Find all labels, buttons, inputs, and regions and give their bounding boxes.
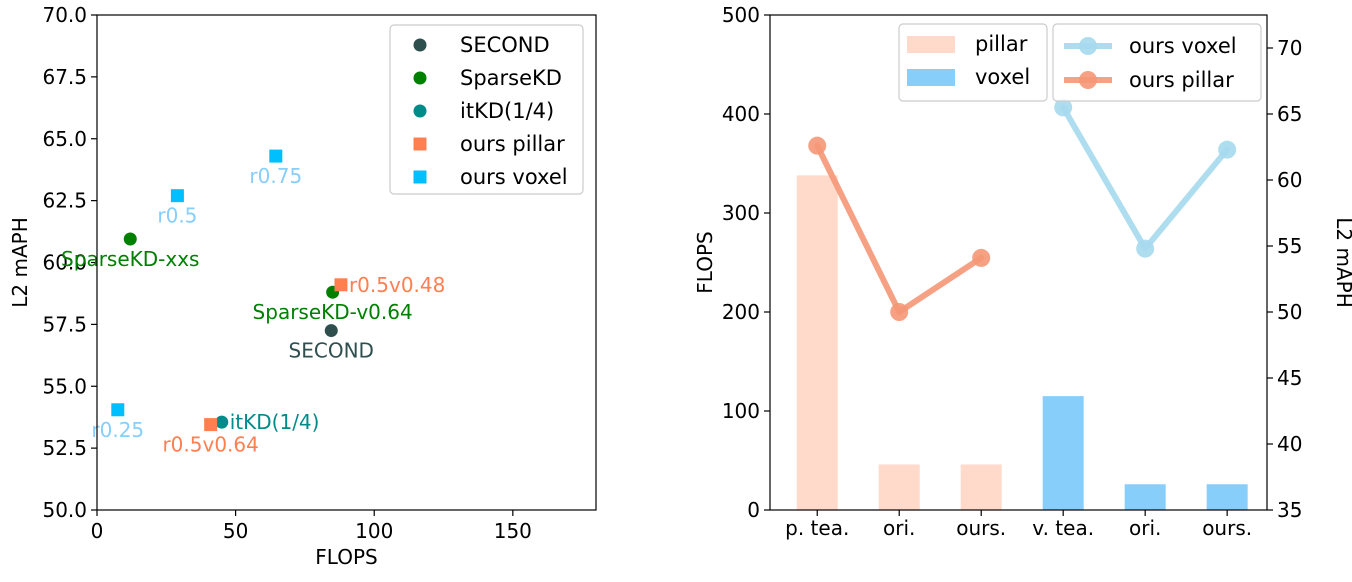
x-tick-label: 0: [91, 519, 104, 543]
scatter-point: [170, 189, 184, 203]
legend-marker: [413, 137, 427, 151]
legend-label: ours pillar: [1129, 68, 1234, 92]
x-tick-label: 150: [494, 519, 532, 543]
x-tick-label: 50: [223, 519, 248, 543]
y2-tick-label: 60: [1277, 168, 1302, 192]
scatter-point: [111, 403, 125, 417]
point-annotation: r0.5v0.64: [162, 433, 258, 457]
legend-marker: [413, 38, 427, 52]
legend-marker: [1079, 37, 1097, 55]
line-series: [814, 142, 985, 315]
line-point: [1218, 140, 1237, 159]
y-tick-label: 55.0: [42, 374, 87, 398]
legend-label: ours voxel: [460, 165, 568, 189]
point-annotation: itKD(1/4): [230, 410, 320, 434]
y-tick-label: 500: [722, 3, 760, 27]
category-label: ours.: [1202, 516, 1252, 540]
y-tick-label: 0: [747, 498, 760, 522]
category-label: p. tea.: [785, 516, 849, 540]
category-label: ours.: [956, 516, 1006, 540]
scatter-point: [215, 415, 229, 429]
y-tick-label: 52.5: [42, 436, 87, 460]
category-label: ori.: [1129, 516, 1161, 540]
legend-label: pillar: [975, 32, 1028, 56]
legend-swatch: [907, 69, 955, 86]
bar: [796, 175, 838, 510]
y-axis-label: FLOPS: [693, 231, 717, 293]
category-label: ori.: [883, 516, 915, 540]
y-axis-label: L2 mAPH: [8, 217, 32, 308]
y-tick-label: 200: [722, 300, 760, 324]
bar-line-chart: 0 100 200 300 400 500 35 40 45 50 55 60 65 70 p. tea. o…: [693, 3, 1352, 540]
y2-tick-label: 50: [1277, 300, 1302, 324]
legend-marker: [413, 104, 427, 118]
plot-frame: [769, 14, 1268, 511]
legend-label: itKD(1/4): [460, 99, 554, 123]
legend-label: ours pillar: [460, 132, 565, 156]
line-point: [808, 136, 827, 155]
point-annotation: r0.25: [91, 418, 144, 442]
line-point: [890, 303, 909, 321]
x-tick-label: 100: [355, 519, 393, 543]
y-tick-label: 400: [722, 102, 760, 126]
legend-label: ours voxel: [1129, 34, 1237, 58]
line-series: [1060, 104, 1231, 252]
legend-label: SECOND: [460, 33, 550, 57]
point-annotation: r0.75: [249, 164, 302, 188]
point-annotation: SECOND: [289, 339, 374, 363]
y-tick-label: 62.5: [42, 189, 87, 213]
point-annotation: SparseKD-xxs: [61, 247, 199, 271]
bar: [1206, 484, 1248, 510]
y2-axis-label: L2 mAPH: [1332, 217, 1352, 308]
legend-marker: [413, 170, 427, 184]
bar: [1124, 484, 1166, 510]
legend-label: SparseKD: [460, 66, 562, 90]
point-annotation: SparseKD-v0.64: [253, 300, 413, 324]
legend-lines: ours voxel ours pillar: [1052, 23, 1262, 102]
legend: SECOND SparseKD itKD(1/4) ours pillar ours v…: [389, 24, 584, 195]
scatter-point: [269, 149, 283, 163]
scatter-point: [324, 324, 338, 338]
y2-tick-label: 65: [1277, 102, 1302, 126]
y-tick-label: 300: [722, 201, 760, 225]
line-point: [1054, 98, 1073, 117]
legend-marker: [1079, 71, 1097, 89]
bar: [878, 464, 920, 510]
y-tick-label: 100: [722, 399, 760, 423]
y-tick-label: 60.0: [42, 251, 87, 275]
y2-tick-label: 45: [1277, 366, 1302, 390]
category-label: v. tea.: [1032, 516, 1094, 540]
y2-tick-label: 70: [1277, 36, 1302, 60]
scatter-point: [123, 232, 137, 246]
point-annotation: r0.5: [157, 204, 197, 228]
scatter-point: [334, 278, 348, 292]
y2-tick-label: 40: [1277, 432, 1302, 456]
x-axis-label: FLOPS: [315, 545, 377, 569]
line-point: [972, 248, 991, 267]
y-tick-label: 65.0: [42, 127, 87, 151]
legend-label: voxel: [975, 65, 1030, 89]
y-tick-label: 70.0: [42, 3, 87, 27]
plot-frame: [96, 14, 597, 511]
scatter-point: [204, 418, 218, 432]
legend-swatch: [907, 36, 955, 53]
bar: [1042, 396, 1084, 510]
bar: [960, 464, 1002, 510]
line-point: [1136, 239, 1155, 258]
y-tick-label: 67.5: [42, 65, 87, 89]
scatter-chart: 0 50 100 150 50.0 52.5 55.0 57.5 60.0 62.5 65.0 67.…: [8, 3, 597, 569]
legend-marker: [413, 71, 427, 85]
y2-tick-label: 35: [1277, 498, 1302, 522]
y-tick-label: 57.5: [42, 312, 87, 336]
y2-tick-label: 55: [1277, 234, 1302, 258]
y-tick-label: 50.0: [42, 498, 87, 522]
legend-box: [389, 24, 584, 195]
legend-bars: pillar voxel: [898, 23, 1048, 102]
point-annotation: r0.5v0.48: [349, 273, 445, 297]
